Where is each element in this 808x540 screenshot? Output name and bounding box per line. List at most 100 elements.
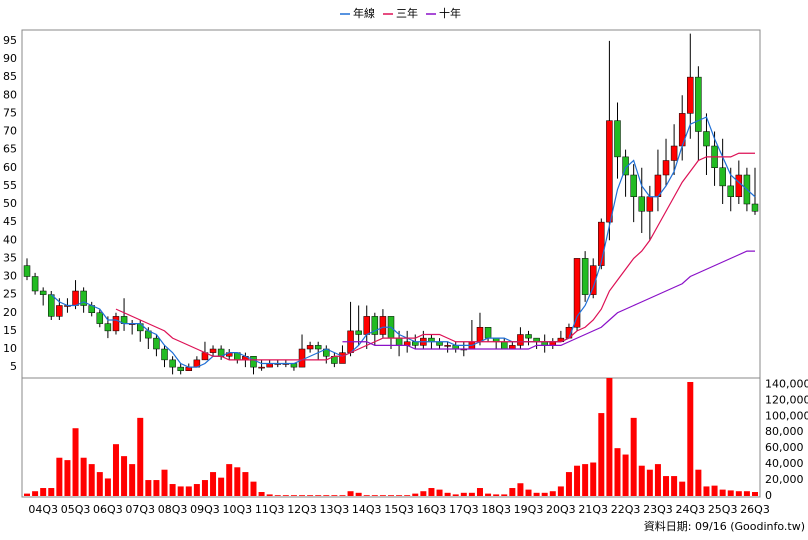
candle-body — [638, 196, 646, 212]
volume-bar — [404, 495, 411, 496]
y2-tick-label: 100,000 — [765, 409, 808, 422]
legend-label: 年線 — [353, 6, 375, 20]
x-tick-label: 26Q3 — [740, 503, 770, 516]
volume-bar — [468, 492, 475, 496]
volume-bar — [476, 488, 483, 496]
x-tick-label: 11Q3 — [255, 503, 285, 516]
candle-body — [339, 352, 346, 364]
plot-frame — [21, 29, 761, 498]
volume-bar — [250, 481, 257, 496]
volume-bar — [646, 469, 653, 496]
candle-body — [476, 327, 484, 342]
y-tick-label: 40 — [3, 233, 17, 246]
candle-body — [298, 348, 306, 368]
candle-body — [646, 196, 654, 212]
volume-bar — [137, 417, 144, 496]
volume-bar — [679, 481, 686, 496]
x-tick-label: 22Q3 — [611, 503, 641, 516]
footer: 資料日期: 09/16 (Goodinfo.tw) — [644, 519, 805, 533]
candle-body — [258, 366, 265, 369]
candle-body — [153, 337, 160, 350]
volume-bar — [40, 488, 47, 496]
volume-bar — [501, 494, 508, 496]
candle-body — [614, 120, 621, 158]
volume-bar — [452, 494, 459, 496]
volume-bar — [541, 492, 548, 496]
x-tick-label: 06Q3 — [93, 503, 123, 516]
volume-bar — [638, 465, 645, 496]
candle-body — [48, 294, 55, 317]
volume-bar — [654, 464, 661, 496]
volume-bar — [24, 493, 30, 496]
candle-body — [622, 156, 629, 176]
volume-bar — [258, 492, 265, 496]
volume-bar — [104, 478, 111, 496]
y-tick-label: 55 — [3, 179, 17, 192]
volume-bar — [234, 467, 241, 496]
candle-body — [23, 265, 31, 277]
candle-body — [169, 359, 176, 368]
y2-tick-label: 20,000 — [765, 473, 804, 486]
volume-bar — [622, 454, 629, 496]
candle-body — [573, 258, 581, 328]
candle-body — [379, 316, 387, 335]
candle-body — [606, 120, 613, 223]
candle-body — [589, 265, 597, 295]
x-tick-label: 16Q3 — [417, 503, 447, 516]
volume-bar — [210, 472, 217, 496]
volume-bar — [290, 495, 297, 496]
x-tick-label: 23Q3 — [643, 503, 673, 516]
volume-bar — [339, 495, 346, 496]
x-tick-label: 20Q3 — [546, 503, 576, 516]
candle-body — [209, 348, 217, 353]
volume-bar — [752, 492, 758, 496]
candle-body — [250, 356, 257, 368]
y-tick-label: 20 — [3, 306, 17, 319]
x-tick-label: 05Q3 — [61, 503, 91, 516]
candle-body — [630, 174, 637, 197]
legend-label: 三年 — [396, 6, 418, 20]
volume-bar — [727, 490, 734, 496]
volume-bar — [88, 464, 95, 496]
y-tick-label: 5 — [10, 360, 17, 373]
candle-body — [371, 316, 379, 335]
volume-bar — [598, 413, 605, 496]
candle-body — [517, 334, 524, 346]
volume-bar — [590, 462, 597, 496]
volume-bar — [509, 488, 516, 496]
candle-body — [751, 203, 759, 212]
y-tick-label: 30 — [3, 270, 17, 283]
candle-body — [31, 276, 39, 292]
y-tick-label: 35 — [3, 251, 17, 264]
candle-body — [598, 221, 605, 266]
candle-body — [355, 330, 362, 335]
volume-bar — [218, 477, 225, 496]
y2-tick-label: 80,000 — [765, 425, 804, 438]
candle-body — [112, 316, 120, 332]
x-tick-label: 18Q3 — [481, 503, 511, 516]
volume-bar — [363, 495, 370, 496]
candle-body — [104, 323, 112, 332]
x-tick-label: 25Q3 — [708, 503, 738, 516]
volume-bar — [663, 476, 670, 496]
volume-bar — [517, 483, 524, 496]
volume-bar — [630, 417, 637, 496]
volume-bar — [379, 495, 386, 496]
x-tick-label: 19Q3 — [514, 503, 544, 516]
volume-bar — [201, 480, 208, 496]
candle-body — [484, 327, 492, 339]
volume-bar — [177, 486, 184, 496]
y2-tick-label: 60,000 — [765, 441, 804, 454]
volume-bar — [355, 492, 362, 496]
volume-bar — [695, 469, 702, 496]
volume-bar — [64, 460, 71, 496]
volume-bar — [315, 495, 322, 496]
volume-bar — [48, 488, 55, 496]
candle-body — [161, 348, 168, 361]
candle-body — [177, 366, 184, 371]
volume-bar — [671, 476, 678, 496]
volume-bar — [56, 457, 63, 496]
volume-bar — [307, 495, 314, 496]
y-tick-label: 25 — [3, 288, 17, 301]
volume-bar — [121, 456, 128, 496]
